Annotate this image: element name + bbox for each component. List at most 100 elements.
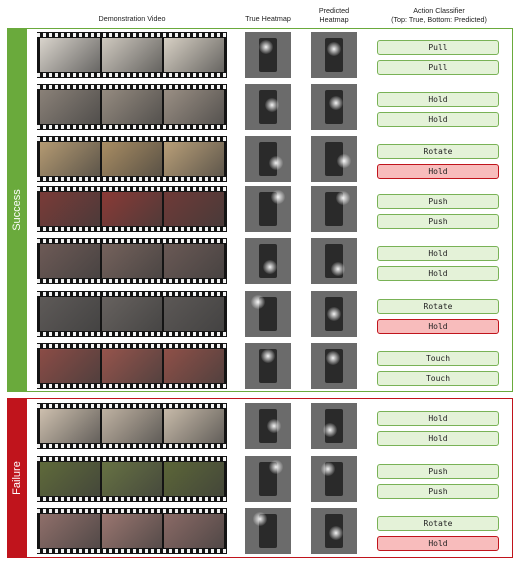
film-perforation (37, 332, 227, 336)
true-heatmap (245, 456, 291, 502)
heatmap-hotspot (253, 512, 267, 526)
predicted-heatmap (311, 238, 357, 284)
true-heatmap (245, 291, 291, 337)
heatmap-object (325, 142, 343, 176)
heatmap-hotspot (329, 96, 343, 110)
heatmap-hotspot (265, 98, 279, 112)
predicted-action-label: Push (377, 484, 499, 499)
true-heatmap (245, 508, 291, 554)
film-perforation (37, 279, 227, 283)
video-frame-1 (40, 462, 100, 496)
success-side-bar: Success (7, 28, 27, 392)
film-perforation (37, 344, 227, 348)
example-row: Touch Touch (0, 343, 523, 395)
film-strip (37, 403, 227, 449)
film-strip (37, 343, 227, 389)
film-perforation (37, 549, 227, 553)
film-strip (37, 186, 227, 232)
film-perforation (37, 239, 227, 243)
true-heatmap (245, 238, 291, 284)
example-row: Push Push (0, 186, 523, 238)
predicted-action-label: Hold (377, 536, 499, 551)
film-perforation (37, 125, 227, 129)
film-perforation (37, 404, 227, 408)
header-demonstration-video: Demonstration Video (37, 14, 227, 24)
header-demonstration-video-label: Demonstration Video (98, 14, 166, 23)
video-frame-3 (164, 90, 224, 124)
video-frame-1 (40, 349, 100, 383)
header-predicted-heatmap: Predicted Heatmap (299, 6, 369, 24)
predicted-heatmap (311, 343, 357, 389)
heatmap-hotspot (337, 154, 351, 168)
film-strip (37, 291, 227, 337)
true-heatmap (245, 186, 291, 232)
video-frame-2 (102, 38, 162, 72)
film-strip (37, 456, 227, 502)
video-frame-2 (102, 514, 162, 548)
predicted-heatmap (311, 403, 357, 449)
predicted-heatmap (311, 32, 357, 78)
video-frame-3 (164, 462, 224, 496)
failure-side-bar: Failure (7, 398, 27, 558)
video-frame-3 (164, 192, 224, 226)
header-action-classifier-line1: Action Classifier (413, 6, 465, 15)
predicted-heatmap (311, 508, 357, 554)
true-action-label: Hold (377, 246, 499, 261)
true-heatmap (245, 136, 291, 182)
film-perforation (37, 444, 227, 448)
header-predicted-heatmap-line1: Predicted (318, 6, 350, 15)
heatmap-hotspot (336, 191, 350, 205)
film-perforation (37, 292, 227, 296)
header-action-classifier-line2: (Top: True, Bottom: Predicted) (391, 14, 487, 24)
example-row: Rotate Hold (0, 136, 523, 188)
predicted-heatmap (311, 186, 357, 232)
heatmap-hotspot (251, 295, 265, 309)
true-heatmap (245, 403, 291, 449)
header-predicted-heatmap-line2: Heatmap (319, 14, 349, 24)
video-frame-2 (102, 409, 162, 443)
true-action-label: Hold (377, 411, 499, 426)
heatmap-hotspot (327, 307, 341, 321)
true-action-label: Hold (377, 92, 499, 107)
video-frame-1 (40, 142, 100, 176)
heatmap-hotspot (269, 156, 283, 170)
film-perforation (37, 497, 227, 501)
heatmap-hotspot (269, 460, 283, 474)
video-frame-1 (40, 90, 100, 124)
predicted-heatmap (311, 136, 357, 182)
video-frame-3 (164, 349, 224, 383)
true-action-label: Push (377, 464, 499, 479)
example-row: Rotate Hold (0, 291, 523, 343)
header-action-classifier: Action Classifier (Top: True, Bottom: Pr… (366, 6, 512, 24)
video-frame-1 (40, 38, 100, 72)
film-perforation (37, 187, 227, 191)
video-frame-1 (40, 192, 100, 226)
example-row: Pull Pull (0, 32, 523, 84)
film-perforation (37, 85, 227, 89)
video-frame-1 (40, 409, 100, 443)
video-frame-2 (102, 244, 162, 278)
video-frame-2 (102, 349, 162, 383)
heatmap-hotspot (259, 40, 273, 54)
predicted-action-label: Touch (377, 371, 499, 386)
predicted-heatmap (311, 84, 357, 130)
true-action-label: Push (377, 194, 499, 209)
predicted-action-label: Hold (377, 431, 499, 446)
true-action-label: Rotate (377, 299, 499, 314)
heatmap-hotspot (326, 351, 340, 365)
true-action-label: Touch (377, 351, 499, 366)
heatmap-hotspot (331, 262, 345, 276)
heatmap-hotspot (261, 349, 275, 363)
heatmap-hotspot (263, 260, 277, 274)
video-frame-3 (164, 142, 224, 176)
true-action-label: Pull (377, 40, 499, 55)
film-strip (37, 84, 227, 130)
video-frame-2 (102, 297, 162, 331)
video-frame-2 (102, 462, 162, 496)
header-true-heatmap-label: True Heatmap (245, 14, 291, 23)
example-row: Rotate Hold (0, 508, 523, 560)
predicted-heatmap (311, 291, 357, 337)
predicted-action-label: Hold (377, 319, 499, 334)
film-strip (37, 508, 227, 554)
true-heatmap (245, 84, 291, 130)
